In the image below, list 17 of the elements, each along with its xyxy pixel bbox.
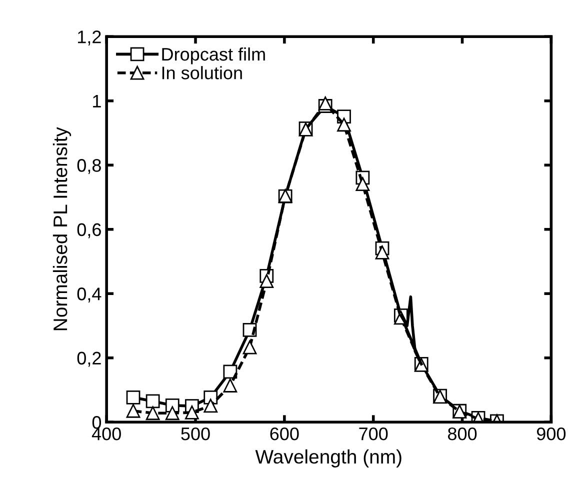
y-tick-label: 0,2	[77, 352, 101, 367]
y-tick-label: 0,6	[77, 223, 101, 238]
x-tick-label: 900	[536, 427, 566, 440]
x-tick-label: 600	[270, 427, 299, 440]
x-tick-label: 800	[448, 427, 477, 440]
y-tick-label: 0,4	[77, 288, 102, 302]
y-tick-label: 1,2	[78, 30, 101, 46]
y-tick-label: 0	[92, 416, 102, 429]
legend-label: In solution	[162, 66, 242, 80]
x-tick-label: 700	[359, 427, 388, 440]
y-tick-label: 0,8	[77, 159, 101, 174]
x-tick-label: 500	[181, 427, 210, 440]
y-tick-label: 1	[93, 94, 101, 108]
legend-label: Dropcast film	[162, 47, 265, 64]
y-axis-title: Normalised PL Intensity	[52, 127, 72, 330]
x-axis-title: Wavelength (nm)	[255, 449, 402, 468]
x-tick-label: 400	[92, 427, 121, 440]
